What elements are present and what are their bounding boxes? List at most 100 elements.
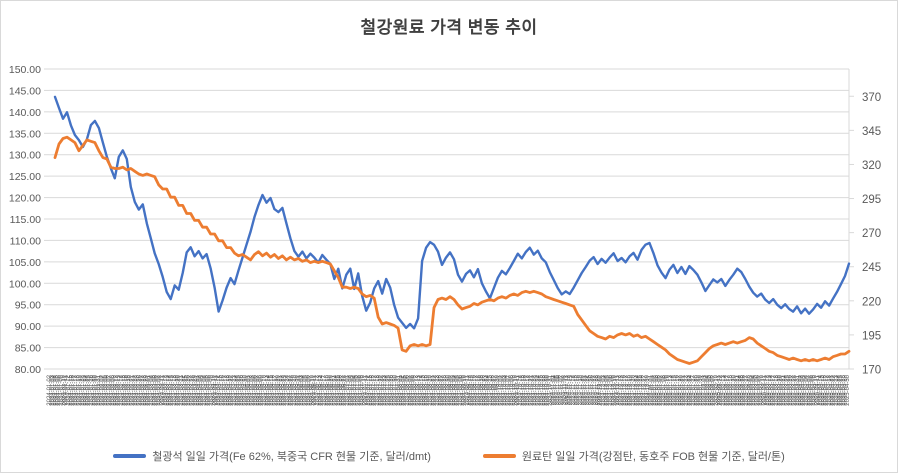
x-axis-date-label: 2025-01-09 bbox=[663, 374, 669, 405]
x-axis-date-label: 2024-09-11 bbox=[464, 374, 470, 405]
x-axis-date-label: 2024-01-05 bbox=[54, 374, 60, 405]
x-axis-date-label: 2024-12-16 bbox=[621, 374, 627, 405]
x-axis-date-label: 2025-04-09 bbox=[810, 374, 816, 405]
x-axis-date-label: 2025-01-03 bbox=[654, 374, 660, 405]
x-axis-date-label: 2024-02-12 bbox=[114, 374, 120, 405]
x-axis-date-label: 2024-11-27 bbox=[591, 374, 597, 405]
x-axis-date-label: 2025-03-27 bbox=[790, 374, 796, 405]
x-axis-date-label: 2025-04-16 bbox=[822, 374, 828, 405]
x-axis-date-label: 2025-02-03 bbox=[702, 374, 708, 405]
x-axis-date-label: 2024-08-13 bbox=[416, 374, 422, 405]
x-axis-date-label: 2024-03-15 bbox=[169, 374, 175, 405]
x-axis-date-label: 2024-11-05 bbox=[554, 374, 560, 405]
iron-ore-series-line bbox=[53, 95, 851, 330]
x-axis-date-label: 2025-04-03 bbox=[801, 374, 807, 405]
x-axis-date-label: 2025-03-07 bbox=[757, 374, 763, 405]
left-axis-tick-label: 120.00 bbox=[9, 193, 41, 205]
x-axis-date-label: 2024-01-24 bbox=[84, 374, 90, 405]
x-axis-date-label: 2024-04-25 bbox=[236, 374, 242, 405]
x-axis-date-label: 2024-06-14 bbox=[319, 374, 325, 405]
x-axis-date-label: 2024-04-24 bbox=[234, 374, 240, 405]
x-axis-date-label: 2024-07-09 bbox=[358, 374, 364, 405]
x-axis-date-label: 2024-04-17 bbox=[222, 374, 228, 405]
x-axis-date-label: 2025-01-28 bbox=[693, 374, 699, 405]
x-axis-date-label: 2024-10-17 bbox=[524, 374, 530, 405]
x-axis-date-label: 2025-03-04 bbox=[750, 374, 756, 405]
x-axis-date-label: 2025-03-28 bbox=[792, 374, 798, 405]
x-axis-date-label: 2024-01-29 bbox=[91, 374, 97, 405]
x-axis-date-label: 2024-04-30 bbox=[243, 374, 249, 405]
x-axis-date-label: 2024-07-18 bbox=[375, 374, 381, 405]
x-axis-date-label: 2024-08-23 bbox=[434, 374, 440, 405]
x-axis-date-label: 2024-02-23 bbox=[135, 374, 141, 405]
x-axis-date-label: 2024-10-10 bbox=[513, 374, 519, 405]
x-axis-date-label: 2024-05-02 bbox=[248, 374, 254, 405]
x-axis-date-label: 2025-03-05 bbox=[753, 374, 759, 405]
x-axis-date-label: 2024-05-24 bbox=[285, 374, 291, 405]
x-axis-date-label: 2024-01-15 bbox=[68, 374, 74, 405]
x-axis-date-label: 2025-03-19 bbox=[776, 374, 782, 405]
x-axis-date-label: 2024-11-01 bbox=[550, 374, 556, 405]
x-axis-date-label: 2024-12-03 bbox=[601, 374, 607, 405]
x-axis-date-label: 2025-02-05 bbox=[707, 374, 713, 405]
coking-coal-line-swatch bbox=[482, 454, 516, 458]
x-axis-date-label: 2024-04-03 bbox=[199, 374, 205, 405]
x-axis-date-label: 2025-04-04 bbox=[803, 374, 809, 405]
x-axis-date-label: 2024-07-02 bbox=[347, 374, 353, 405]
x-axis-date-label: 2024-07-05 bbox=[354, 374, 360, 405]
x-axis-date-label: 2024-01-26 bbox=[89, 374, 95, 405]
x-axis-date-label: 2025-04-14 bbox=[817, 374, 823, 405]
x-axis-date-label: 2025-04-23 bbox=[833, 374, 839, 405]
x-axis-date-label: 2025-01-15 bbox=[672, 374, 678, 405]
x-axis-date-label: 2024-05-06 bbox=[252, 374, 258, 405]
x-axis-date-label: 2025-03-03 bbox=[748, 374, 754, 405]
x-axis-date-label: 2024-02-08 bbox=[109, 374, 115, 405]
x-axis-date-label: 2025-02-04 bbox=[704, 374, 710, 405]
x-axis-date-label: 2024-08-19 bbox=[425, 374, 431, 405]
x-axis-date-label: 2025-01-30 bbox=[697, 374, 703, 405]
x-axis-date-label: 2025-01-24 bbox=[688, 374, 694, 405]
x-axis-date-label: 2024-11-07 bbox=[559, 374, 565, 405]
x-axis-date-label: 2024-04-05 bbox=[204, 374, 210, 405]
x-axis-date-label: 2024-09-06 bbox=[458, 374, 464, 405]
x-axis-date-label: 2024-02-26 bbox=[137, 374, 143, 405]
x-axis-date-label: 2024-12-09 bbox=[610, 374, 616, 405]
x-axis-date-label: 2024-10-16 bbox=[522, 374, 528, 405]
x-axis-date-label: 2024-11-19 bbox=[577, 374, 583, 405]
x-axis-date-label: 2024-12-17 bbox=[624, 374, 630, 405]
x-axis-date-label: 2024-04-19 bbox=[227, 374, 233, 405]
x-axis-date-label: 2024-09-25 bbox=[488, 374, 494, 405]
x-axis-date-label: 2025-03-12 bbox=[764, 374, 770, 405]
x-axis-date-label: 2024-12-12 bbox=[617, 374, 623, 405]
x-axis-date-label: 2024-03-13 bbox=[165, 374, 171, 405]
x-axis-date-label: 2024-03-26 bbox=[185, 374, 191, 405]
x-axis-date-label: 2025-04-22 bbox=[831, 374, 837, 405]
x-axis-date-label: 2024-08-21 bbox=[430, 374, 436, 405]
x-axis-date-label: 2024-11-28 bbox=[594, 374, 600, 405]
x-axis-date-label: 2024-09-04 bbox=[453, 374, 459, 405]
x-axis-date-label: 2024-05-03 bbox=[250, 374, 256, 405]
x-axis-date-label: 2024-11-29 bbox=[596, 374, 602, 405]
x-axis-date-label: 2024-08-26 bbox=[437, 374, 443, 405]
x-axis-date-label: 2024-09-05 bbox=[455, 374, 461, 405]
x-axis-date-label: 2024-06-25 bbox=[335, 374, 341, 405]
x-axis-date-label: 2025-01-22 bbox=[684, 374, 690, 405]
x-axis-date-label: 2024-11-21 bbox=[582, 374, 588, 405]
x-axis-date-label: 2024-01-30 bbox=[93, 374, 99, 405]
x-axis-date-label: 2024-09-27 bbox=[492, 374, 498, 405]
x-axis-date-label: 2024-12-13 bbox=[619, 374, 625, 405]
x-axis-date-label: 2024-06-21 bbox=[331, 374, 337, 405]
x-axis-date-label: 2025-02-10 bbox=[714, 374, 720, 405]
x-axis-date-label: 2025-01-27 bbox=[690, 374, 696, 405]
x-axis-date-label: 2025-04-01 bbox=[797, 374, 803, 405]
x-axis-date-label: 2024-10-03 bbox=[501, 374, 507, 405]
x-axis-date-label: 2024-12-23 bbox=[633, 374, 639, 405]
x-axis-date-label: 2024-08-05 bbox=[402, 374, 408, 405]
x-axis-date-label: 2024-10-25 bbox=[538, 374, 544, 405]
left-axis-tick-label: 145.00 bbox=[9, 85, 41, 97]
x-axis-date-label: 2024-08-22 bbox=[432, 374, 438, 405]
x-axis-date-label: 2024-08-28 bbox=[441, 374, 447, 405]
x-axis-date-label: 2025-04-28 bbox=[840, 374, 846, 405]
legend-item-iron-ore: 철광석 일일 가격(Fe 62%, 북중국 CFR 현물 기준, 달러/dmt) bbox=[113, 448, 431, 464]
x-axis-date-label: 2024-06-28 bbox=[342, 374, 348, 405]
